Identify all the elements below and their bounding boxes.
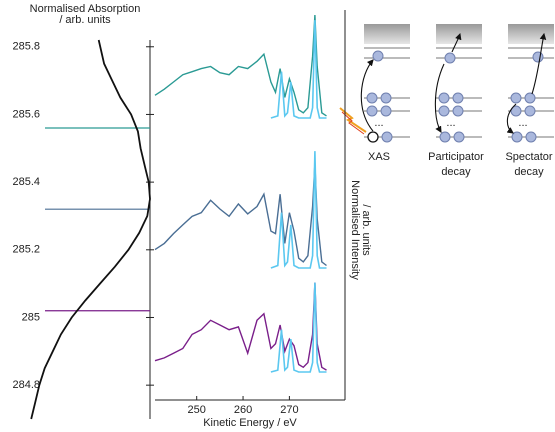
- spectrum-line: [154, 163, 327, 267]
- scheme-label: Participator: [428, 151, 484, 163]
- x-tick-label: 260: [234, 404, 252, 416]
- y-tick-label: 285.8: [12, 41, 40, 53]
- spectator-scheme: ...: [506, 24, 554, 143]
- y-tick-label: 285: [22, 311, 40, 323]
- chart-title: / arb. units: [59, 14, 111, 26]
- spectrum-line: [270, 20, 327, 119]
- spectrum-line: [154, 282, 327, 371]
- participator-scheme: ...: [434, 24, 482, 143]
- y-tick-label: 284.8: [12, 379, 40, 391]
- y-axis-label: / arb. units: [360, 204, 372, 256]
- scheme-label: decay: [514, 166, 544, 178]
- y-axis-label: Normalised Intensity: [349, 180, 361, 280]
- chart-title: Normalised Absorption: [30, 3, 141, 15]
- svg-text:...: ...: [518, 117, 527, 129]
- svg-text:...: ...: [374, 117, 383, 129]
- scheme-label: Spectator: [505, 151, 552, 163]
- absorption-line: [30, 39, 151, 420]
- xas-scheme: ...: [339, 24, 410, 143]
- spectrum-line: [154, 14, 327, 117]
- y-tick-label: 285.4: [12, 176, 40, 188]
- y-tick-label: 285.2: [12, 244, 40, 256]
- svg-text:...: ...: [446, 117, 455, 129]
- y-tick-label: 285.6: [12, 108, 40, 120]
- x-tick-label: 270: [280, 404, 298, 416]
- spectrum-line: [270, 151, 327, 269]
- scheme-label: XAS: [368, 151, 390, 163]
- x-tick-label: 250: [188, 404, 206, 416]
- spectrum-line: [270, 282, 327, 373]
- diagram: ... ... ... XAS Participator decay Spect…: [339, 24, 554, 178]
- x-axis-label: Kinetic Energy / eV: [203, 417, 297, 429]
- scheme-label: decay: [441, 166, 471, 178]
